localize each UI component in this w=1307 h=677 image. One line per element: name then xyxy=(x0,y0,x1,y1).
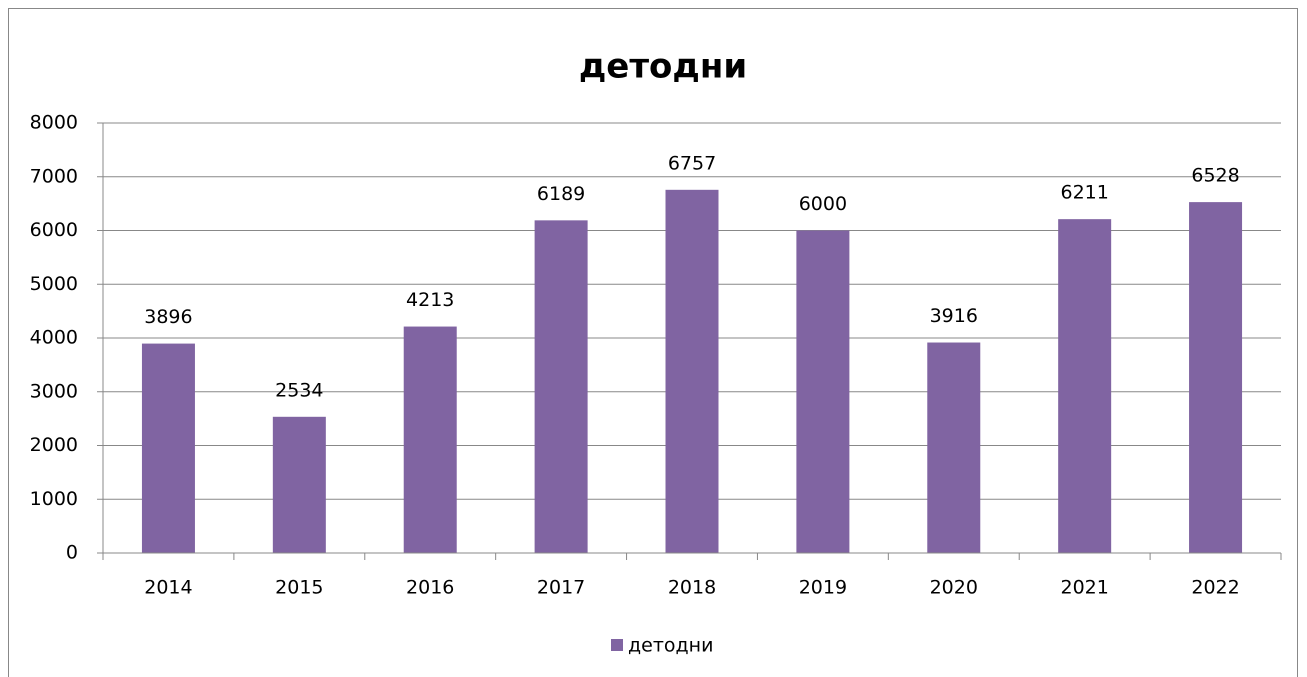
data-label: 6211 xyxy=(1060,182,1108,204)
y-tick-label: 5000 xyxy=(30,273,78,295)
data-label: 4213 xyxy=(406,289,454,311)
bar xyxy=(927,342,981,553)
x-tick-label: 2021 xyxy=(1060,577,1108,599)
x-tick-label: 2019 xyxy=(799,577,847,599)
bar xyxy=(403,326,457,553)
x-tick-label: 2015 xyxy=(275,577,323,599)
x-tick-label: 2018 xyxy=(668,577,716,599)
x-tick-label: 2022 xyxy=(1191,577,1239,599)
bar xyxy=(1058,219,1112,553)
x-tick-label: 2016 xyxy=(406,577,454,599)
x-tick-label: 2014 xyxy=(144,577,192,599)
x-tick-label: 2020 xyxy=(930,577,978,599)
data-label: 3916 xyxy=(930,305,978,327)
bar xyxy=(534,220,588,553)
y-tick-label: 6000 xyxy=(30,219,78,241)
legend-label: детодни xyxy=(628,635,713,657)
y-tick-label: 8000 xyxy=(30,112,78,134)
y-tick-label: 7000 xyxy=(30,165,78,187)
chart-title: детодни xyxy=(579,47,747,87)
data-label: 2534 xyxy=(275,379,323,401)
y-tick-label: 1000 xyxy=(30,488,78,510)
y-tick-label: 4000 xyxy=(30,327,78,349)
data-label: 6189 xyxy=(537,183,585,205)
bar xyxy=(272,416,326,553)
bar xyxy=(665,189,719,553)
y-tick-label: 0 xyxy=(66,542,78,564)
y-tick-label: 3000 xyxy=(30,380,78,402)
data-label: 6000 xyxy=(799,193,847,215)
data-label: 6757 xyxy=(668,152,716,174)
bar xyxy=(1189,202,1243,553)
bar xyxy=(141,343,195,553)
bar xyxy=(796,230,850,553)
data-label: 3896 xyxy=(144,306,192,328)
data-label: 6528 xyxy=(1191,165,1239,187)
legend-swatch xyxy=(611,639,623,651)
y-tick-label: 2000 xyxy=(30,434,78,456)
x-tick-label: 2017 xyxy=(537,577,585,599)
